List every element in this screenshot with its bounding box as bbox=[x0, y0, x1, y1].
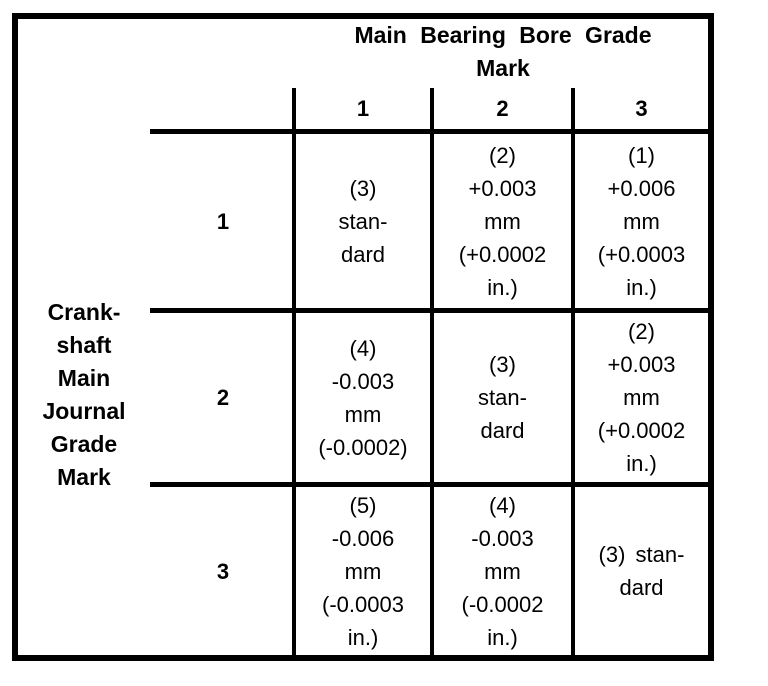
cell-r2-c3: (2) +0.003 mm (+0.0002 in.) bbox=[575, 313, 708, 482]
cell-r3-c2-value: (4) -0.003 mm (-0.0002 in.) bbox=[461, 492, 544, 650]
cell-r3-c3: (3) stan- dard bbox=[575, 487, 708, 655]
cell-r1-c3: (1) +0.006 mm (+0.0003 in.) bbox=[575, 134, 708, 308]
cell-r2-c1: (4) -0.003 mm (-0.0002) bbox=[296, 313, 430, 482]
cell-r1-c2-value: (2) +0.003 mm (+0.0002 in.) bbox=[458, 142, 547, 300]
column-number-3-label: 3 bbox=[635, 96, 648, 121]
row-number-2: 2 bbox=[154, 313, 292, 482]
cell-r2-c2-value: (3) stan- dard bbox=[478, 352, 527, 443]
column-number-1-label: 1 bbox=[356, 96, 370, 121]
cell-r3-c3-value: (3) stan- dard bbox=[598, 542, 685, 600]
column-number-1: 1 bbox=[296, 88, 430, 129]
cell-r2-c1-value: (4) -0.003 mm (-0.0002) bbox=[318, 335, 408, 460]
row-number-3-label: 3 bbox=[216, 558, 230, 584]
row-number-2-label: 2 bbox=[216, 385, 230, 410]
cell-r3-c1: (5) -0.006 mm (-0.0003 in.) bbox=[296, 487, 430, 655]
grid-line-vertical-1 bbox=[292, 88, 296, 660]
cell-r1-c2: (2) +0.003 mm (+0.0002 in.) bbox=[434, 134, 571, 308]
cell-r1-c1-value: (3) stan- dard bbox=[338, 175, 388, 267]
cell-r2-c2: (3) stan- dard bbox=[434, 313, 571, 482]
column-number-2: 2 bbox=[434, 88, 571, 129]
cell-r2-c3-value: (2) +0.003 mm (+0.0002 in.) bbox=[597, 319, 686, 476]
column-header-title: Main Bearing Bore Grade Mark bbox=[354, 22, 652, 81]
row-number-1-label: 1 bbox=[216, 208, 230, 234]
grid-line-horizontal-row1 bbox=[150, 308, 714, 313]
column-number-2-label: 2 bbox=[496, 96, 509, 121]
cell-r1-c3-value: (1) +0.006 mm (+0.0003 in.) bbox=[597, 142, 686, 300]
row-number-3: 3 bbox=[154, 487, 292, 655]
grid-line-horizontal-row2 bbox=[150, 482, 714, 487]
grid-line-horizontal-header bbox=[150, 129, 714, 134]
cell-r1-c1: (3) stan- dard bbox=[296, 134, 430, 308]
grid-line-vertical-2 bbox=[430, 88, 434, 660]
table-outer-border bbox=[12, 13, 714, 661]
cell-r3-c1-value: (5) -0.006 mm (-0.0003 in.) bbox=[322, 492, 404, 650]
row-number-1: 1 bbox=[154, 134, 292, 308]
grid-line-vertical-3 bbox=[571, 88, 575, 660]
row-header-title: Crank- shaft Main Journal Grade Mark bbox=[42, 299, 126, 490]
cell-r3-c2: (4) -0.003 mm (-0.0002 in.) bbox=[434, 487, 571, 655]
column-number-3: 3 bbox=[575, 88, 708, 129]
